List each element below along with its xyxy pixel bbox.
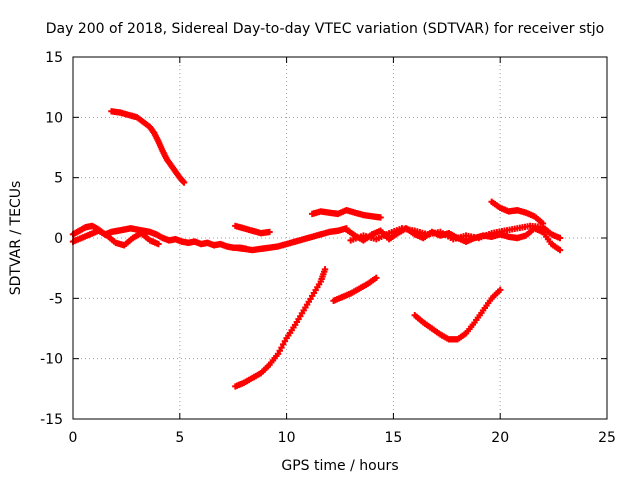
- data-series: [411, 286, 504, 343]
- x-axis-label: GPS time / hours: [281, 458, 398, 474]
- y-tick-label: -10: [40, 352, 63, 368]
- data-point: [377, 214, 384, 221]
- data-point: [180, 179, 188, 186]
- data-series: [69, 222, 250, 253]
- data-point: [155, 240, 162, 248]
- data-point: [539, 220, 547, 227]
- plot-frame: [72, 56, 608, 420]
- data-series: [330, 274, 380, 304]
- x-tick-label: 10: [278, 430, 296, 446]
- data-point: [321, 266, 329, 273]
- y-tick-label: 5: [54, 171, 63, 187]
- data-series: [347, 222, 564, 244]
- data-point: [266, 228, 273, 236]
- data-series: [309, 207, 384, 221]
- chart-title: Day 200 of 2018, Sidereal Day-to-day VTE…: [46, 21, 604, 37]
- data-series: [232, 266, 329, 390]
- y-tick-label: -15: [40, 412, 63, 428]
- y-tick-label: 10: [45, 110, 63, 126]
- grid-lines: [73, 57, 607, 419]
- x-tick-label: 15: [384, 430, 402, 446]
- x-tick-label: 25: [598, 430, 616, 446]
- x-tick-label: 20: [491, 430, 509, 446]
- data-point: [556, 234, 564, 242]
- data-point: [497, 286, 504, 294]
- y-tick-label: 0: [54, 231, 63, 247]
- data-point: [556, 246, 564, 254]
- y-axis-label: SDTVAR / TECUs: [8, 181, 24, 296]
- y-tick-label: -5: [49, 291, 63, 307]
- data-series: [69, 227, 162, 249]
- data-series: [108, 108, 188, 186]
- x-tick-label: 0: [69, 430, 78, 446]
- data-series: [232, 222, 273, 237]
- data-point: [373, 274, 380, 282]
- y-tick-label: 15: [45, 50, 63, 66]
- data-series: [232, 225, 350, 254]
- data-series: [488, 198, 547, 227]
- axis-ticks: 0 5 10 15 20 25 -15 -10 -5 0 5 10 15: [40, 50, 616, 446]
- data-points: [69, 108, 564, 390]
- x-tick-label: 5: [175, 430, 184, 446]
